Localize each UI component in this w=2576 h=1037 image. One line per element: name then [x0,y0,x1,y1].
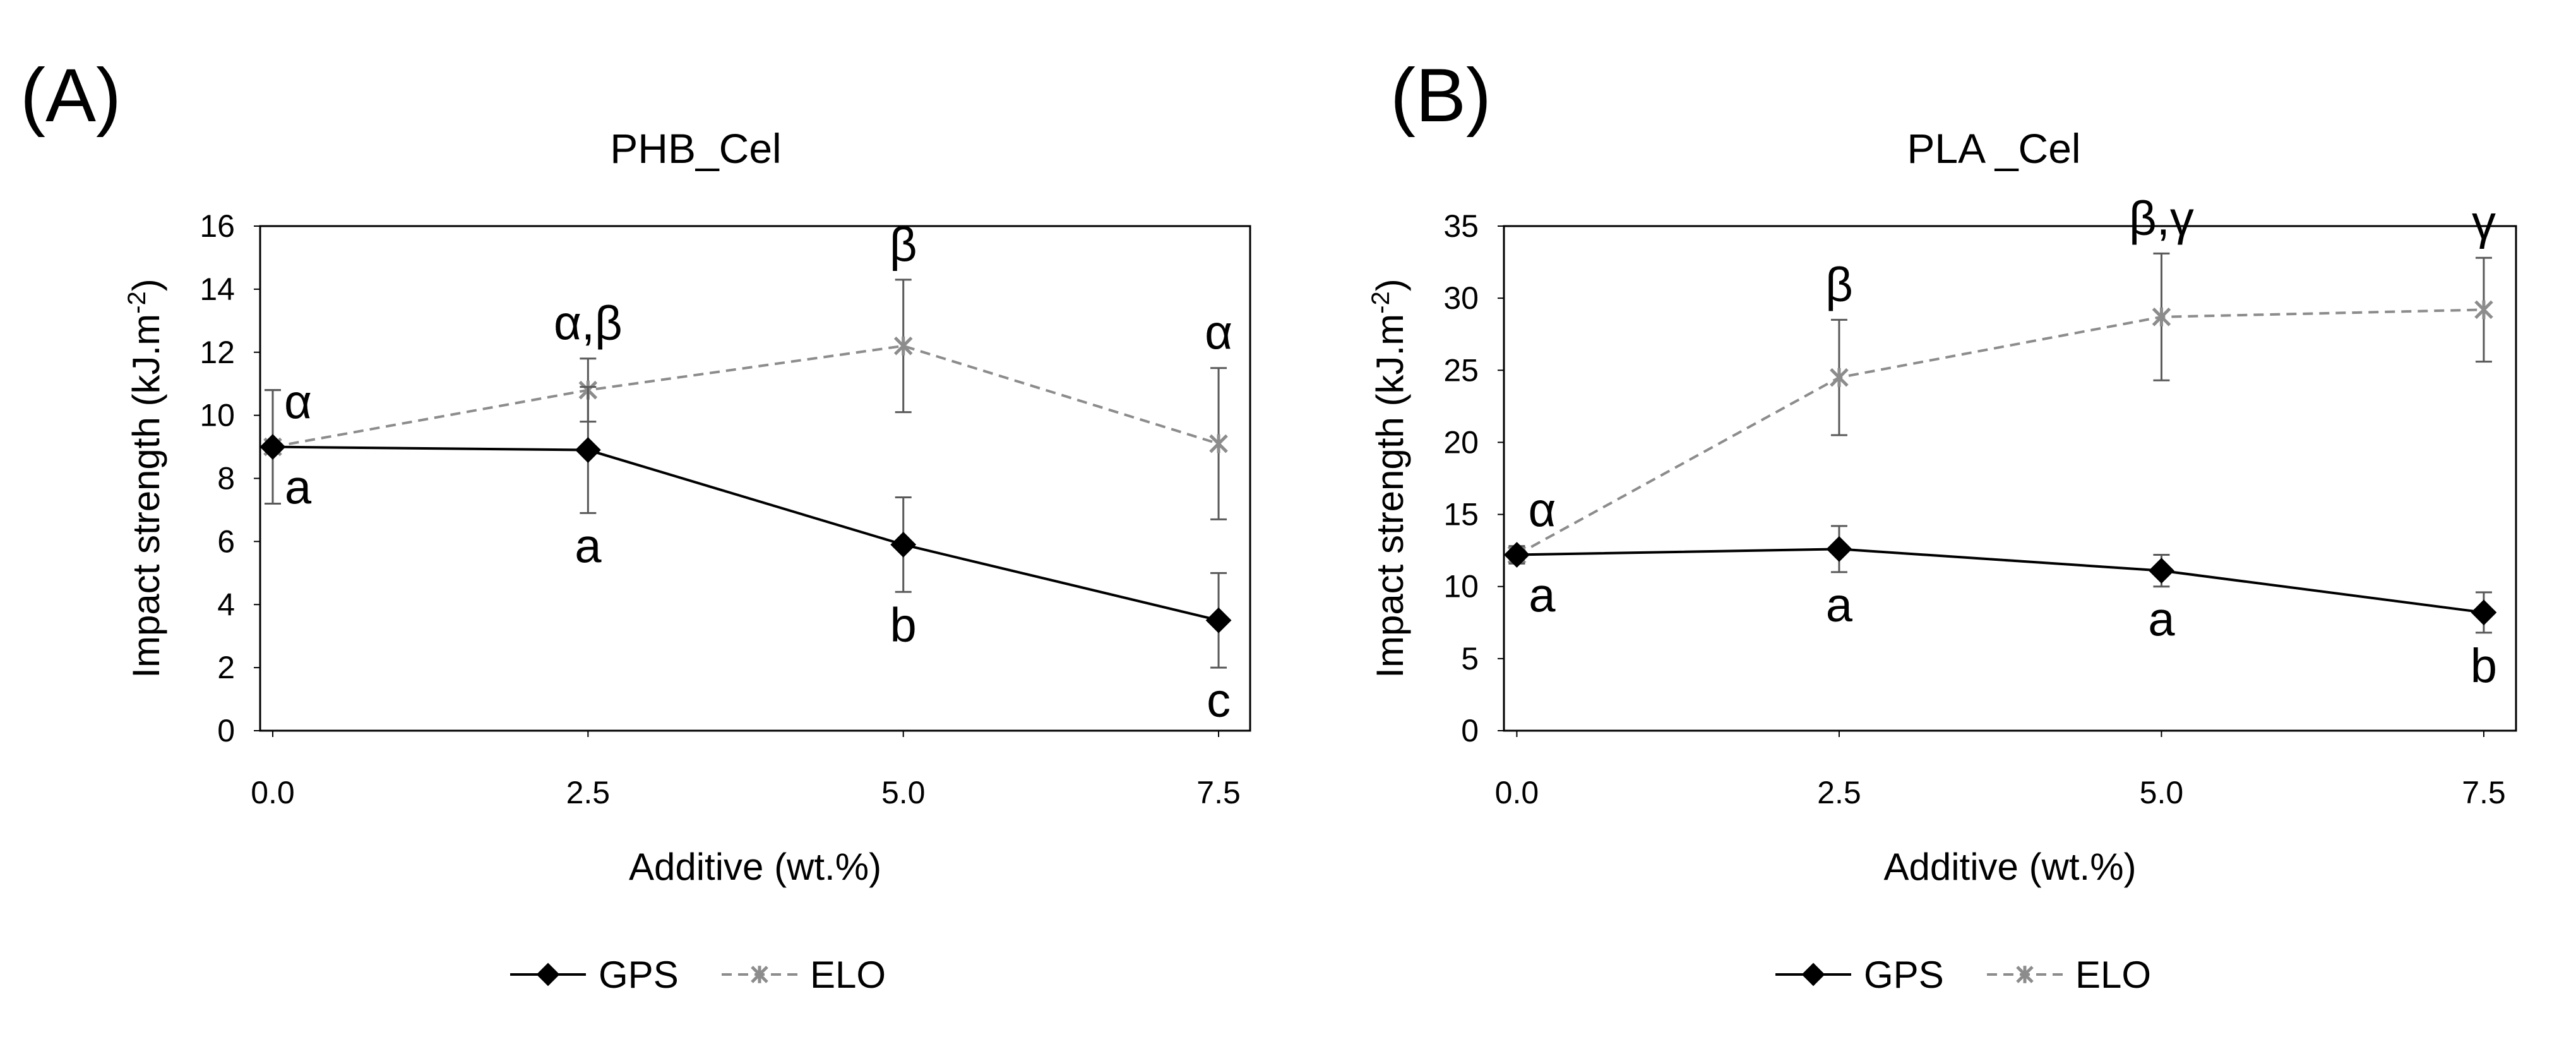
data-point-gps [890,531,917,558]
annotation-gps: a [2148,593,2175,647]
legend-marker-elo [2016,966,2034,983]
chart-title: PHB_Cel [610,125,781,172]
legend-marker-gps [536,962,560,986]
series-line-elo [272,344,1219,448]
data-point-gps [2149,558,2174,584]
annotation-elo: α,β [554,297,623,351]
series-elo: α α,β β α [263,218,1232,520]
y-tick-label: 14 [200,272,235,307]
y-axis-label-superscript: -2 [123,291,151,314]
data-point-gps [259,434,286,460]
y-tick-label: 20 [1443,424,1479,460]
y-tick-label: 25 [1443,352,1479,388]
data-point-gps [1504,542,1530,568]
data-point-gps [575,437,601,463]
annotation-elo: β [890,218,917,272]
y-axis-label-close: ) [125,279,167,291]
annotation-gps: b [890,598,917,652]
data-point-elo [1209,434,1228,453]
annotation-elo: α [1528,483,1556,537]
y-tick-label: 35 [1443,208,1479,244]
legend-marker-elo [751,966,768,983]
annotation-elo: α [1205,306,1232,360]
y-tick-label: 6 [217,524,235,559]
data-point-elo [2152,307,2171,327]
y-tick-label: 5 [1461,641,1479,676]
data-point-gps [2471,599,2497,626]
legend-label-gps: GPS [1864,954,1944,996]
y-axis-label-close: ) [1369,279,1411,291]
data-point-gps [1205,607,1232,633]
chart-panel-b: (B) PLA _Cel 0 5 10 15 20 25 30 35 0.0 2.5 5.0 7.5 Add… [1367,53,2517,996]
x-tick-label: 5.0 [2140,775,2184,810]
x-tick-label: 5.0 [881,775,926,810]
series-line-gps [1517,548,2484,614]
annotation-gps: b [2471,639,2497,693]
annotation-elo: β,γ [2129,191,2194,245]
y-tick-label: 10 [200,398,235,433]
x-axis-label: Additive (wt.%) [629,846,881,888]
annotation-gps: a [285,461,312,515]
x-tick-label: 0.0 [1495,775,1539,810]
panel-tag: (B) [1390,53,1491,138]
legend: GPS ELO [510,954,886,996]
annotation-elo: β [1825,258,1853,311]
y-axis-label-main: Impact strength (kJ.m [125,314,167,678]
y-tick-label: 15 [1443,497,1479,532]
data-point-gps [1826,536,1852,562]
annotation-gps: c [1207,674,1231,728]
annotation-gps: a [1529,568,1556,622]
x-tick-label: 7.5 [2462,775,2506,810]
y-tick-label: 10 [1443,569,1479,604]
x-axis-label: Additive (wt.%) [1883,846,2136,888]
series-gps: a a a b [1504,525,2497,693]
y-tick-label: 4 [217,587,235,622]
data-point-elo [893,336,913,356]
x-tick-label: 0.0 [251,775,295,810]
legend-label-gps: GPS [599,954,679,996]
series-line-gps [272,445,1219,622]
y-tick-label: 0 [217,713,235,748]
data-point-elo [1830,368,1849,387]
series-gps: a a b c [259,386,1232,728]
y-tick-label: 8 [217,461,235,496]
data-point-elo [2474,300,2493,320]
y-axis-label-main: Impact strength (kJ.m [1369,314,1411,678]
series-line-elo [1516,308,2484,556]
y-axis-label: Impact strength (kJ.m-2) [1367,279,1411,678]
y-axis-label-superscript: -2 [1367,291,1395,314]
y-tick-label: 30 [1443,280,1479,316]
chart-panel-a: (A) PHB_Cel 0 2 4 6 8 10 12 14 16 0.0 2.5 5.0 7.5 Addit… [20,53,1251,996]
panel-tag: (A) [20,53,121,138]
y-axis-label: Impact strength (kJ.m-2) [123,279,167,678]
annotation-gps: a [575,519,602,573]
y-tick-label: 16 [200,208,235,244]
x-tick-label: 2.5 [1817,775,1861,810]
legend-label-elo: ELO [2075,954,2151,996]
x-tick-label: 7.5 [1196,775,1241,810]
legend-marker-gps [1801,962,1825,986]
y-tick-label: 0 [1461,713,1479,748]
y-tick-label: 2 [217,650,235,685]
x-tick-label: 2.5 [566,775,611,810]
chart-title: PLA _Cel [1907,125,2080,172]
legend-label-elo: ELO [810,954,886,996]
annotation-elo: α [284,376,312,429]
annotation-gps: a [1826,578,1853,632]
legend: GPS ELO [1775,954,2151,996]
y-tick-label: 12 [200,335,235,370]
plot-area-frame [1503,225,2517,732]
annotation-elo: γ [2472,196,2496,249]
